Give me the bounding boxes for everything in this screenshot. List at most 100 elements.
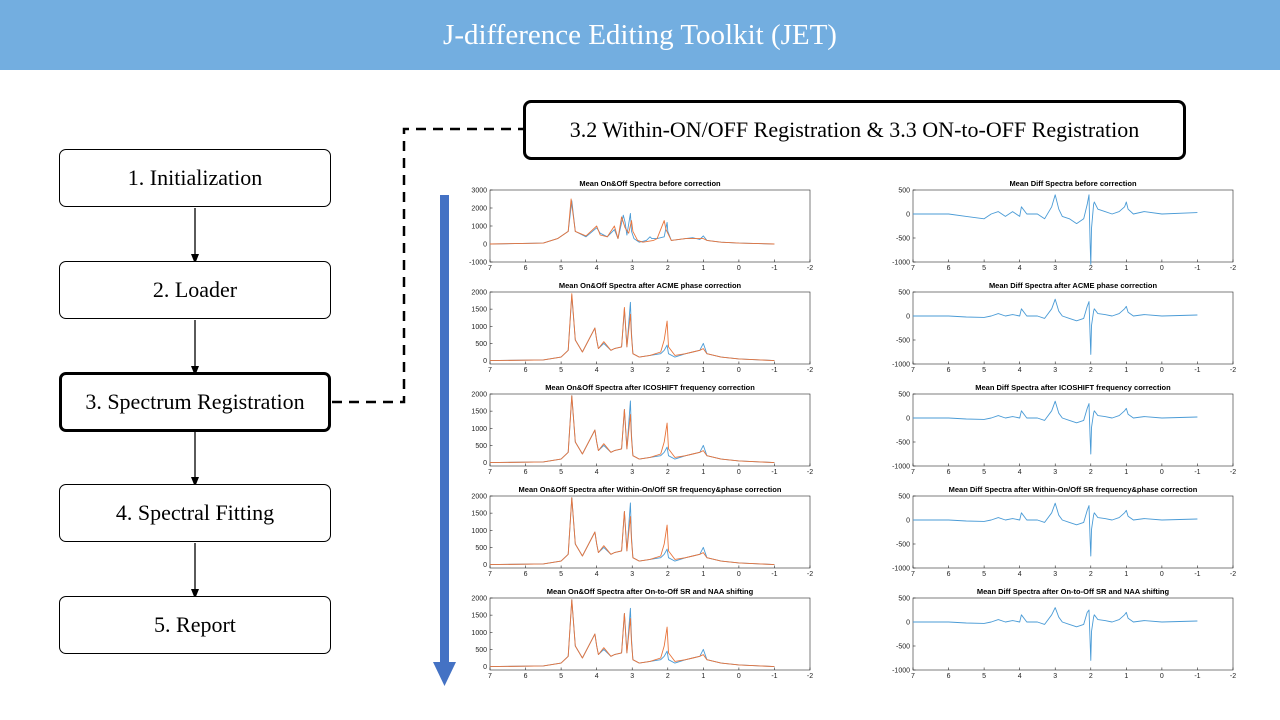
x-tick-label: 7 <box>911 673 915 680</box>
x-tick-label: 2 <box>1089 673 1093 680</box>
y-tick-label: -500 <box>896 236 910 243</box>
progress-arrow-head <box>433 662 456 686</box>
spectrum-series-line <box>489 497 775 566</box>
x-tick-label: -2 <box>807 367 813 374</box>
y-tick-label: 500 <box>475 647 487 654</box>
x-tick-label: -1 <box>771 469 777 476</box>
x-tick-label: 6 <box>947 469 951 476</box>
y-tick-label: 1500 <box>471 409 487 416</box>
x-tick-label: 1 <box>701 469 705 476</box>
plot-frame <box>912 189 1234 263</box>
step-spectrum-registration[interactable]: 3. Spectrum Registration <box>59 372 331 432</box>
x-tick-label: 5 <box>982 367 986 374</box>
plot-title: Mean Diff Spectra before correction <box>1009 179 1137 188</box>
x-tick-label: 1 <box>701 367 705 374</box>
y-tick-label: 1000 <box>471 324 487 331</box>
plot-frame <box>489 291 811 365</box>
x-tick-label: 7 <box>488 265 492 272</box>
y-tick-label: 0 <box>906 416 910 423</box>
step-spectral-fitting[interactable]: 4. Spectral Fitting <box>59 484 331 542</box>
x-tick-label: 0 <box>737 673 741 680</box>
plot-frame <box>489 393 811 467</box>
x-tick-label: -2 <box>1230 265 1236 272</box>
x-tick-label: 6 <box>947 265 951 272</box>
plot-frame <box>912 495 1234 569</box>
y-tick-label: -1000 <box>892 566 910 573</box>
x-tick-label: -1 <box>771 673 777 680</box>
y-tick-label: 1500 <box>471 307 487 314</box>
x-tick-label: 5 <box>559 469 563 476</box>
x-tick-label: -2 <box>1230 571 1236 578</box>
spectrum-series-line <box>913 400 1198 455</box>
x-tick-label: 4 <box>1018 265 1022 272</box>
y-tick-label: 2000 <box>471 596 487 603</box>
y-tick-label: 2000 <box>471 206 487 213</box>
y-tick-label: -500 <box>896 440 910 447</box>
x-tick-label: -1 <box>1194 265 1200 272</box>
y-tick-label: 500 <box>475 341 487 348</box>
y-tick-label: 1500 <box>471 613 487 620</box>
spectra-plots: Mean On&Off Spectra before correction 7 6 5… <box>469 179 1236 680</box>
step-spectrum-registration-label: 3. Spectrum Registration <box>85 389 305 414</box>
x-tick-label: 7 <box>488 469 492 476</box>
y-tick-label: 0 <box>906 518 910 525</box>
y-tick-label: 0 <box>483 242 487 249</box>
x-tick-label: 2 <box>666 367 670 374</box>
x-tick-label: 7 <box>911 265 915 272</box>
y-tick-label: -1000 <box>892 668 910 675</box>
plot-frame <box>489 189 811 263</box>
x-tick-label: 4 <box>595 673 599 680</box>
x-tick-label: 7 <box>911 469 915 476</box>
x-tick-label: 3 <box>1053 265 1057 272</box>
x-tick-label: 6 <box>947 571 951 578</box>
x-tick-label: 6 <box>524 571 528 578</box>
y-tick-label: 0 <box>483 460 487 467</box>
x-tick-label: 4 <box>595 469 599 476</box>
x-tick-label: 7 <box>488 673 492 680</box>
x-tick-label: 1 <box>701 673 705 680</box>
y-tick-label: 500 <box>898 188 910 195</box>
plot-title: Mean Diff Spectra after Within-On/Off SR… <box>949 485 1198 494</box>
x-tick-label: 7 <box>488 367 492 374</box>
plot-title: Mean Diff Spectra after ICOSHIFT frequen… <box>975 383 1171 392</box>
plot-frame <box>489 495 811 569</box>
x-tick-label: 1 <box>1124 265 1128 272</box>
step-initialization-label: 1. Initialization <box>127 165 263 190</box>
x-tick-label: -1 <box>1194 673 1200 680</box>
spectrum-series-line <box>913 194 1198 265</box>
x-tick-label: 5 <box>559 265 563 272</box>
y-tick-label: 1500 <box>471 511 487 518</box>
registration-detail-box: 3.2 Within-ON/OFF Registration & 3.3 ON-… <box>523 100 1186 160</box>
x-tick-label: 5 <box>559 571 563 578</box>
x-tick-label: 0 <box>1160 265 1164 272</box>
x-tick-label: -1 <box>1194 571 1200 578</box>
spectrum-series-line <box>913 502 1198 557</box>
x-tick-label: -1 <box>771 367 777 374</box>
step-initialization[interactable]: 1. Initialization <box>59 149 331 207</box>
x-tick-label: 4 <box>595 571 599 578</box>
plot-title: Mean On&Off Spectra after Within-On/Off … <box>519 485 782 494</box>
x-tick-label: 1 <box>701 265 705 272</box>
spectrum-series-line <box>913 298 1198 355</box>
step-loader-label: 2. Loader <box>152 277 238 302</box>
spectrum-series-line <box>489 293 775 362</box>
x-tick-label: -1 <box>771 571 777 578</box>
x-tick-label: 0 <box>737 367 741 374</box>
x-tick-label: 1 <box>1124 469 1128 476</box>
step-report[interactable]: 5. Report <box>59 596 331 654</box>
plot-title: Mean On&Off Spectra before correction <box>579 179 721 188</box>
progress-arrow-shaft <box>440 195 449 665</box>
x-tick-label: 1 <box>1124 367 1128 374</box>
x-tick-label: -1 <box>1194 367 1200 374</box>
y-tick-label: 0 <box>483 358 487 365</box>
y-tick-label: 1000 <box>471 426 487 433</box>
y-tick-label: 500 <box>898 392 910 399</box>
x-tick-label: 5 <box>559 367 563 374</box>
step-loader[interactable]: 2. Loader <box>59 261 331 319</box>
y-tick-label: 1000 <box>471 224 487 231</box>
x-tick-label: 4 <box>1018 367 1022 374</box>
step-spectral-fitting-label: 4. Spectral Fitting <box>115 500 275 525</box>
x-tick-label: 2 <box>1089 367 1093 374</box>
x-tick-label: 1 <box>701 571 705 578</box>
y-tick-label: 0 <box>906 620 910 627</box>
